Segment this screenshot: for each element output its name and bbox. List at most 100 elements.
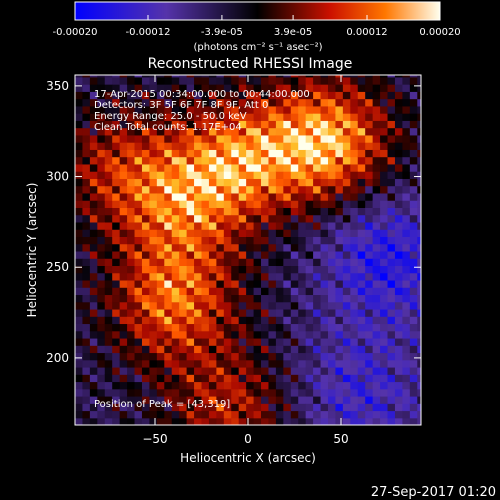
heatmap-cell xyxy=(394,229,403,237)
heatmap-cell xyxy=(380,258,389,267)
heatmap-cell xyxy=(283,156,292,165)
heatmap-cell xyxy=(320,243,329,252)
heatmap-cell xyxy=(201,301,210,310)
heatmap-cell xyxy=(350,287,359,296)
heatmap-cell xyxy=(409,403,418,412)
heatmap-cell xyxy=(201,337,210,346)
heatmap-cell xyxy=(409,243,418,252)
heatmap-cell xyxy=(97,207,106,216)
heatmap-cell xyxy=(171,98,180,107)
heatmap-cell xyxy=(238,337,247,346)
heatmap-cell xyxy=(216,352,225,361)
heatmap-cell xyxy=(335,221,344,230)
heatmap-cell xyxy=(231,308,240,317)
heatmap-cell xyxy=(380,388,389,397)
heatmap-cell xyxy=(141,345,151,354)
heatmap-cell xyxy=(194,272,203,281)
heatmap-cell xyxy=(394,374,403,383)
heatmap-cell xyxy=(357,185,366,194)
heatmap-cell xyxy=(127,359,136,368)
heatmap-cell xyxy=(156,149,165,158)
heatmap-cell xyxy=(253,243,262,252)
heatmap-cell xyxy=(268,185,277,194)
heatmap-cell xyxy=(156,84,165,92)
heatmap-cell xyxy=(179,243,188,252)
heatmap-cell xyxy=(372,105,381,114)
heatmap-cell xyxy=(298,192,307,201)
heatmap-cell xyxy=(246,316,255,325)
heatmap-cell xyxy=(380,250,389,259)
heatmap-cell xyxy=(394,105,403,114)
heatmap-cell xyxy=(156,105,165,114)
heatmap-cell xyxy=(127,200,136,208)
heatmap-cell xyxy=(417,366,421,375)
heatmap-cell xyxy=(127,75,136,78)
heatmap-cell xyxy=(134,113,143,121)
heatmap-cell xyxy=(335,250,344,259)
heatmap-cell xyxy=(357,200,366,208)
heatmap-cell xyxy=(350,178,359,187)
heatmap-cell xyxy=(313,185,322,194)
heatmap-cell xyxy=(208,171,217,179)
heatmap-cell xyxy=(313,200,322,208)
heatmap-cell xyxy=(201,236,210,245)
heatmap-cell xyxy=(208,243,217,252)
heatmap-cell xyxy=(97,236,106,245)
heatmap-cell xyxy=(394,323,403,332)
heatmap-cell xyxy=(275,178,284,187)
heatmap-cell xyxy=(417,374,421,383)
heatmap-cell xyxy=(97,374,106,383)
heatmap-cell xyxy=(238,120,247,129)
heatmap-cell xyxy=(246,75,255,78)
heatmap-cell xyxy=(194,236,203,245)
heatmap-cell xyxy=(186,330,195,339)
heatmap-cell xyxy=(298,316,307,325)
heatmap-cell xyxy=(186,250,195,259)
heatmap-cell xyxy=(417,279,421,288)
heatmap-cell xyxy=(342,142,351,150)
heatmap-cell xyxy=(365,127,374,136)
heatmap-cell xyxy=(387,359,396,368)
heatmap-cell xyxy=(253,120,262,129)
heatmap-cell xyxy=(164,98,173,107)
heatmap-cell xyxy=(201,142,210,150)
heatmap-cell xyxy=(164,236,173,245)
heatmap-cell xyxy=(75,403,84,412)
heatmap-cell xyxy=(305,359,314,368)
heatmap-cell xyxy=(156,113,165,121)
heatmap-cell xyxy=(82,142,91,150)
heatmap-cell xyxy=(208,192,217,201)
heatmap-cell xyxy=(164,316,173,325)
heatmap-cell xyxy=(149,149,158,158)
heatmap-cell xyxy=(127,192,136,201)
heatmap-cell xyxy=(223,352,232,361)
heatmap-cell xyxy=(365,294,374,303)
heatmap-cell xyxy=(112,171,121,179)
heatmap-cell xyxy=(104,91,113,100)
heatmap-cell xyxy=(223,279,232,288)
heatmap-cell xyxy=(75,243,84,252)
heatmap-cell xyxy=(201,127,210,136)
heatmap-cell xyxy=(350,98,359,107)
heatmap-cell xyxy=(186,410,195,419)
heatmap-cell xyxy=(208,410,217,419)
heatmap-cell xyxy=(216,294,225,303)
heatmap-cell xyxy=(238,91,247,100)
heatmap-cell xyxy=(298,98,307,107)
heatmap-cell xyxy=(156,250,165,259)
heatmap-cell xyxy=(223,156,232,165)
heatmap-cell xyxy=(112,258,121,267)
heatmap-cell xyxy=(365,417,374,425)
heatmap-cell xyxy=(409,330,418,339)
heatmap-cell xyxy=(365,178,374,187)
heatmap-cell xyxy=(275,75,284,78)
heatmap-cell xyxy=(231,200,240,208)
heatmap-cell xyxy=(119,250,128,259)
heatmap-cell xyxy=(313,359,322,368)
heatmap-cell xyxy=(275,105,284,114)
heatmap-cell xyxy=(417,171,421,179)
heatmap-cell xyxy=(417,301,421,310)
heatmap-cell xyxy=(164,185,173,194)
heatmap-cell xyxy=(223,308,232,317)
heatmap-cell xyxy=(75,308,84,317)
